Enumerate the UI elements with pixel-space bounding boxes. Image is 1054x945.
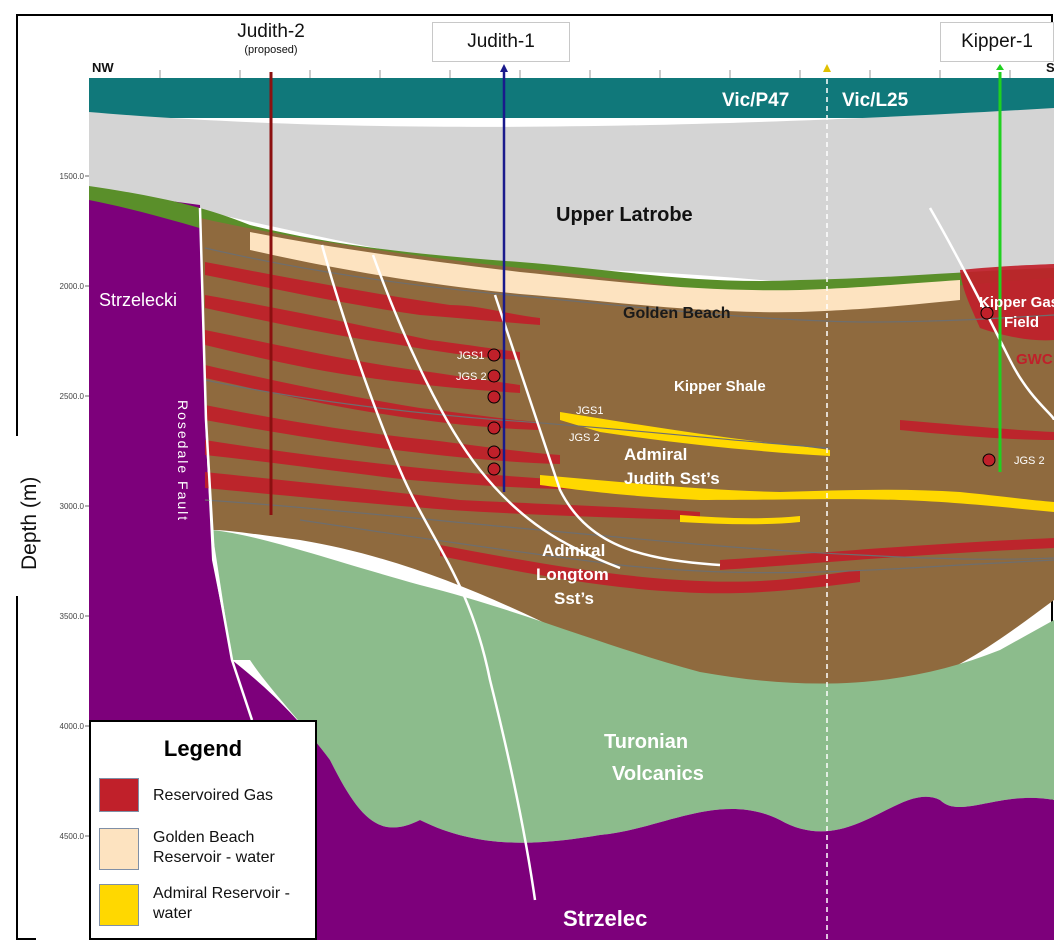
label-upper-latrobe: Upper Latrobe [556,204,693,226]
label-turonian-1: Turonian [604,731,688,753]
depth-tick-label: 4500.0 [60,832,85,841]
horizon-lines [204,247,1054,574]
golden-beach-water [250,232,960,313]
axis-label: Depth (m) [18,477,41,570]
gas-show-kipper [982,453,996,467]
admiral-water-layers [540,412,1054,525]
top-ruler [89,60,1054,78]
top-ruler-ticks [159,70,1011,78]
label-strzelecki-bottom: Strzelec [563,906,647,931]
well-name-judith2: Judith-2 [237,21,305,42]
well-name-judith1: Judith-1 [467,31,535,52]
orientation-left: NW [92,60,114,75]
fault-2 [371,254,621,570]
label-jgs1-left: JGS1 [457,350,485,362]
well-label-judith1[interactable]: Judith-1 [432,22,570,62]
gas-show-kipper-field [980,306,994,320]
label-jgs2-kipper: JGS 2 [1014,455,1045,467]
latrobe-shale-body [200,218,1054,690]
label-kipper-field-1: Kipper Gas [979,294,1054,311]
permit-marker-icon [823,64,831,72]
legend: Legend Reservoired Gas Golden Beach Rese… [89,720,317,940]
label-admiral-judith-2: Judith Sst’s [624,469,720,488]
rosedale-fault-line [198,207,254,721]
label-admiral-longtom-2: Longtom [536,565,609,584]
well-note-judith2: (proposed) [244,44,298,56]
gas-layers [205,262,1054,594]
label-admiral-judith-1: Admiral [624,445,687,464]
basement-bottom [232,660,1054,940]
kipper1-well-head-icon [996,64,1004,70]
judith1-well-head-icon [500,64,508,72]
depth-tick-label: 3500.0 [60,612,85,621]
label-turonian-2: Volcanics [612,763,704,785]
upper-latrobe-layer [89,108,1054,300]
well-label-judith2: Judith-2 (proposed) [220,20,322,64]
legend-label-admiral: Admiral Reservoir - water [153,885,290,922]
legend-label-gas: Reservoired Gas [153,787,274,804]
gas-sand-labels: JGS1 JGS 2 JGS1 JGS 2 JGS 2 [456,350,1045,467]
label-admiral-longtom-1: Admiral [542,541,605,560]
label-gwc: GWC [1016,351,1053,368]
well-label-kipper1[interactable]: Kipper-1 [940,22,1054,62]
fault-3 [493,294,721,567]
label-strzelecki-left: Strzelecki [99,290,177,310]
depth-tick-label: 3000.0 [60,502,85,511]
label-golden-beach: Golden Beach [623,305,731,322]
depth-tick-label: 2500.0 [60,392,85,401]
axis-label-box [14,436,40,596]
legend-swatch-gas [99,778,139,812]
legend-label-golden-beach: Golden Beach Reservoir - water [153,829,275,866]
gas-shows-judith1 [487,348,501,476]
label-rosedale-fault: Rosedale Fault [175,400,191,522]
legend-title: Legend [163,736,243,761]
unit-labels: Upper Latrobe Golden Beach Kipper Shale … [99,90,1054,931]
depth-tick-label: 2000.0 [60,282,85,291]
label-vic-l25: Vic/L25 [842,90,909,111]
legend-swatch-golden-beach [99,828,139,870]
label-jgs2-right: JGS 2 [569,432,600,444]
label-kipper-shale: Kipper Shale [674,378,766,395]
depth-ticks: 1500.0 2000.0 2500.0 3000.0 3500.0 4000.0 4500… [60,172,89,841]
depth-axis-strip [36,60,89,940]
label-admiral-longtom-3: Sst’s [554,589,594,608]
label-vic-p47: Vic/P47 [722,90,789,111]
depth-tick-label: 4000.0 [60,722,85,731]
turonian-volcanics [212,530,1054,843]
label-jgs2-left: JGS 2 [456,371,487,383]
label-jgs1-right: JGS1 [576,405,604,417]
fault-4 [928,207,1054,421]
fault-1 [320,244,537,901]
legend-swatch-admiral [99,884,139,926]
depth-tick-label: 1500.0 [60,172,85,181]
well-name-kipper1: Kipper-1 [961,31,1033,52]
sea-layer [89,78,1054,118]
label-kipper-field-2: Field [1004,314,1039,331]
fault-lines [198,207,1054,901]
orientation-right: S [1046,60,1054,75]
